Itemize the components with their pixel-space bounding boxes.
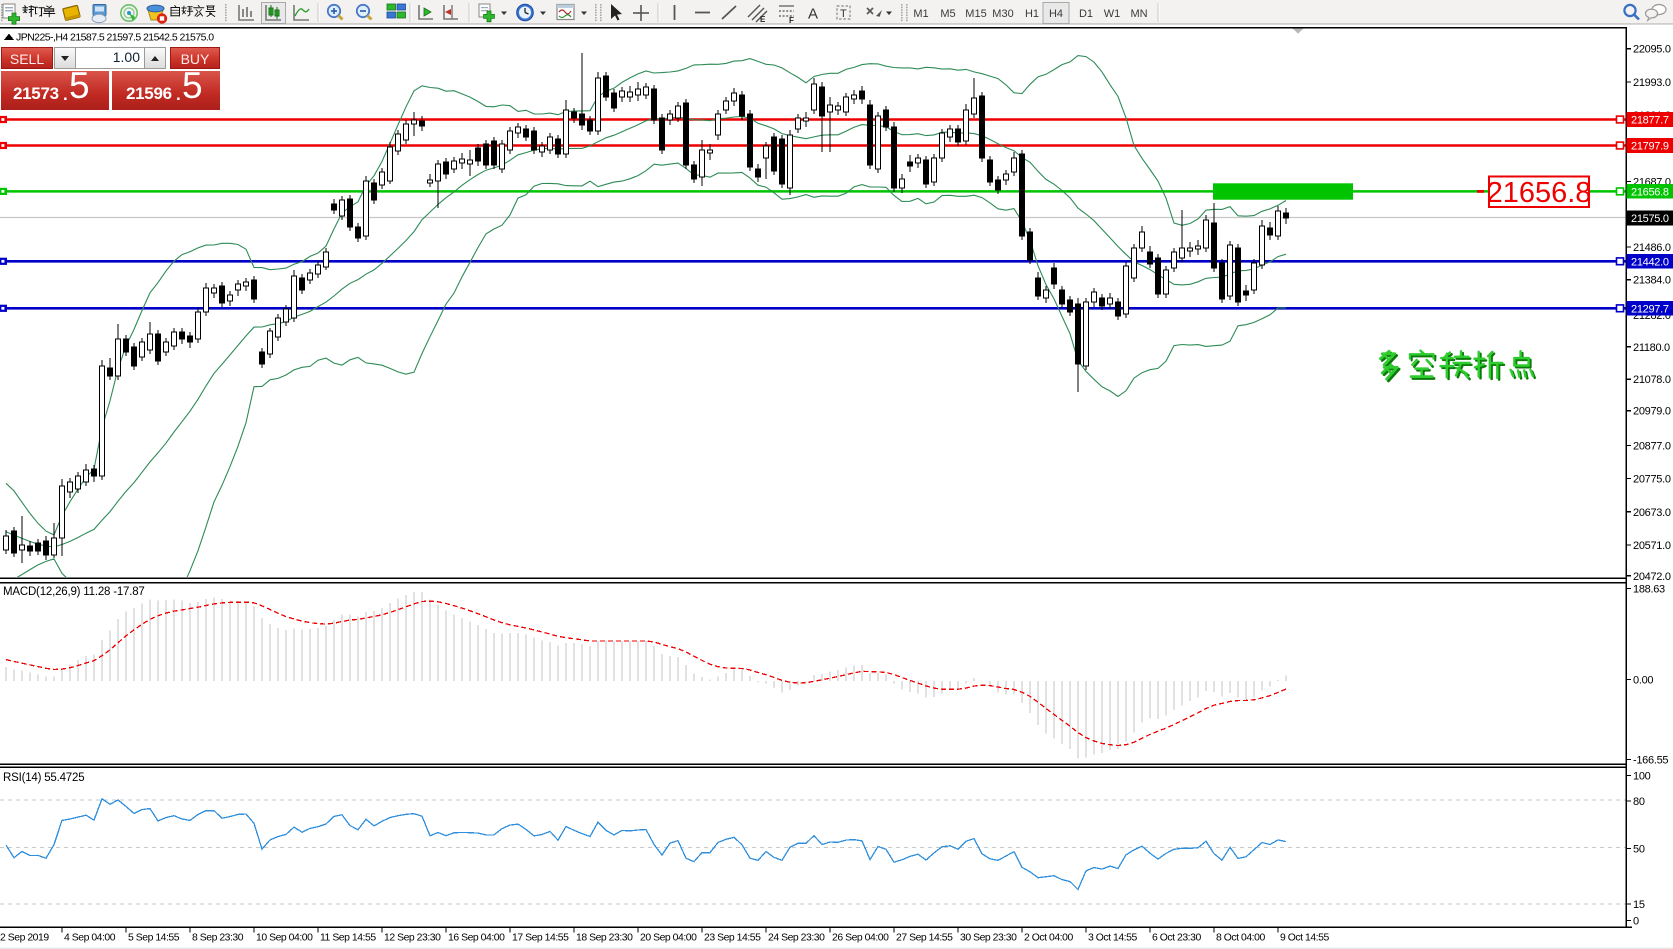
svg-text:M1: M1	[913, 8, 928, 20]
svg-text:17 Sep 14:55: 17 Sep 14:55	[512, 933, 569, 944]
svg-text:M30: M30	[992, 8, 1013, 20]
svg-text:20571.0: 20571.0	[1633, 540, 1671, 552]
svg-text:21656.8: 21656.8	[1631, 187, 1669, 199]
svg-text:50: 50	[1633, 844, 1645, 856]
svg-text:15: 15	[1633, 899, 1645, 911]
svg-text:10 Sep 04:00: 10 Sep 04:00	[256, 933, 313, 944]
svg-text:80: 80	[1633, 796, 1645, 808]
svg-text:E: E	[760, 15, 766, 24]
svg-text:20877.0: 20877.0	[1633, 440, 1671, 452]
svg-text:21797.9: 21797.9	[1631, 141, 1669, 153]
svg-text:26 Sep 04:00: 26 Sep 04:00	[832, 933, 889, 944]
svg-text:H1: H1	[1025, 8, 1039, 20]
svg-text:100: 100	[1633, 770, 1651, 782]
svg-text:18 Sep 23:30: 18 Sep 23:30	[576, 933, 633, 944]
svg-text:T: T	[840, 8, 847, 20]
svg-text:F: F	[789, 16, 794, 25]
svg-text:24 Sep 23:30: 24 Sep 23:30	[768, 933, 825, 944]
svg-text:23 Sep 14:55: 23 Sep 14:55	[704, 933, 761, 944]
svg-text:21877.7: 21877.7	[1631, 115, 1669, 127]
svg-text:21575.0: 21575.0	[1631, 213, 1669, 225]
svg-text:188.63: 188.63	[1633, 583, 1665, 595]
svg-text:21993.0: 21993.0	[1633, 77, 1671, 89]
svg-text:A: A	[808, 6, 818, 23]
svg-text:16 Sep 04:00: 16 Sep 04:00	[448, 933, 505, 944]
svg-text:MACD(12,26,9) 11.28 -17.87: MACD(12,26,9) 11.28 -17.87	[3, 586, 145, 598]
svg-text:27 Sep 14:55: 27 Sep 14:55	[896, 933, 953, 944]
svg-text:20979.0: 20979.0	[1633, 406, 1671, 418]
svg-text:M15: M15	[965, 8, 986, 20]
svg-text:30 Sep 23:30: 30 Sep 23:30	[960, 933, 1017, 944]
svg-text:M5: M5	[940, 8, 955, 20]
svg-text:21656.8: 21656.8	[1487, 177, 1592, 209]
svg-text:2 Oct 04:00: 2 Oct 04:00	[1024, 933, 1073, 944]
svg-text:12 Sep 23:30: 12 Sep 23:30	[384, 933, 441, 944]
svg-text:3 Oct 14:55: 3 Oct 14:55	[1088, 933, 1137, 944]
svg-text:22095.0: 22095.0	[1633, 44, 1671, 56]
svg-text:20472.0: 20472.0	[1633, 571, 1671, 583]
svg-text:21180.0: 21180.0	[1633, 342, 1670, 354]
svg-text:0: 0	[1633, 916, 1639, 928]
svg-text:9 Oct 14:55: 9 Oct 14:55	[1280, 933, 1329, 944]
svg-text:8 Oct 04:00: 8 Oct 04:00	[1216, 933, 1265, 944]
svg-text:MN: MN	[1130, 8, 1147, 20]
svg-text:21442.0: 21442.0	[1631, 257, 1669, 269]
svg-text:21078.0: 21078.0	[1633, 374, 1671, 386]
svg-text:-166.55: -166.55	[1633, 754, 1668, 766]
svg-text:20673.0: 20673.0	[1633, 507, 1671, 519]
svg-text:H4: H4	[1049, 8, 1063, 20]
svg-text:20775.0: 20775.0	[1633, 474, 1671, 486]
svg-text:21486.0: 21486.0	[1633, 242, 1671, 254]
svg-text:D1: D1	[1079, 8, 1093, 20]
svg-text:21297.7: 21297.7	[1631, 304, 1669, 316]
svg-text:RSI(14) 55.4725: RSI(14) 55.4725	[3, 772, 84, 784]
svg-text:20 Sep 04:00: 20 Sep 04:00	[640, 933, 697, 944]
svg-text:JPN225-,H4 21587.5 21597.5 21: JPN225-,H4 21587.5 21597.5 21542.5 21575…	[16, 32, 214, 44]
svg-text:21384.0: 21384.0	[1633, 275, 1671, 287]
svg-text:8 Sep 23:30: 8 Sep 23:30	[192, 933, 244, 944]
svg-text:11 Sep 14:55: 11 Sep 14:55	[320, 933, 376, 944]
svg-text:6 Oct 23:30: 6 Oct 23:30	[1152, 933, 1201, 944]
svg-text:4 Sep 04:00: 4 Sep 04:00	[64, 933, 116, 944]
svg-text:0.00: 0.00	[1633, 675, 1653, 687]
svg-text:W1: W1	[1104, 8, 1121, 20]
svg-text:2 Sep 2019: 2 Sep 2019	[0, 933, 49, 944]
svg-text:5 Sep 14:55: 5 Sep 14:55	[128, 933, 180, 944]
